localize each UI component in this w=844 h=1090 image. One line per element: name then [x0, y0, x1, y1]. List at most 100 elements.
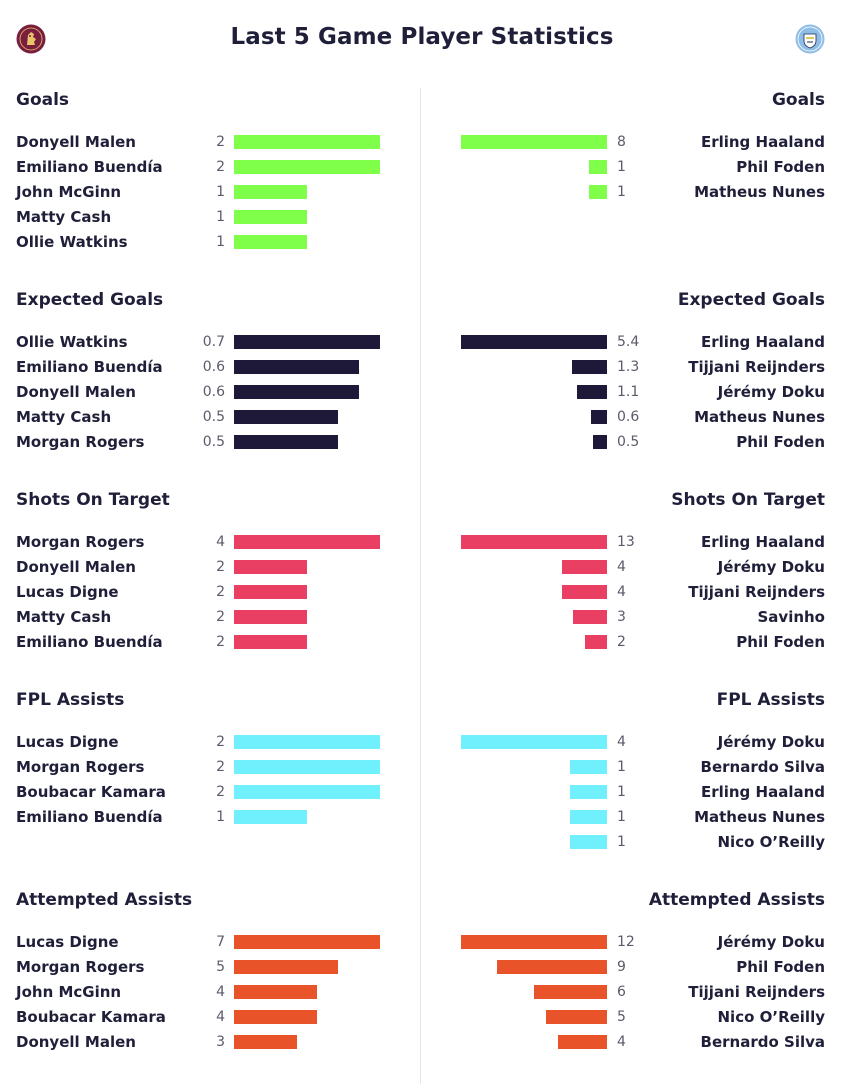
away-player-value: 1.3	[617, 359, 640, 375]
home-player-bar	[234, 735, 380, 749]
away-player-bar	[497, 960, 607, 974]
away-player-name: Tijjani Reijnders	[688, 583, 825, 601]
away-player-name: Bernardo Silva	[700, 758, 825, 776]
home-player-value: 2	[216, 584, 225, 600]
away-player-value: 4	[617, 559, 626, 575]
away-player-row: 1 Phil Foden	[0, 157, 844, 182]
away-player-row: 13 Erling Haaland	[0, 532, 844, 557]
away-player-row: 4 Jérémy Doku	[0, 557, 844, 582]
away-player-row: 1 Erling Haaland	[0, 782, 844, 807]
away-player-bar	[577, 385, 607, 399]
home-player-row: Matty Cash 2	[0, 607, 420, 632]
home-player-row: Emiliano Buendía 2	[0, 157, 420, 182]
home-player-row: Boubacar Kamara 2	[0, 782, 420, 807]
away-player-row: 1.1 Jérémy Doku	[0, 382, 844, 407]
home-player-row: Lucas Digne 2	[0, 582, 420, 607]
away-player-row: 12 Jérémy Doku	[0, 932, 844, 957]
home-player-name: Emiliano Buendía	[16, 633, 163, 651]
away-player-value: 13	[617, 534, 635, 550]
home-player-row: Donyell Malen 2	[0, 557, 420, 582]
away-player-value: 9	[617, 959, 626, 975]
home-player-row: Ollie Watkins 0.7	[0, 332, 420, 357]
home-player-bar	[234, 1010, 317, 1024]
stat-block-fpl-assists: FPL Assists FPL Assists Lucas Digne 2 Morgan…	[0, 690, 844, 890]
home-player-bar	[234, 360, 359, 374]
home-player-name: Donyell Malen	[16, 383, 136, 401]
away-player-bar	[461, 935, 607, 949]
away-player-name: Erling Haaland	[700, 133, 825, 151]
away-player-row: 6 Tijjani Reijnders	[0, 982, 844, 1007]
home-player-value: 4	[216, 984, 225, 1000]
away-player-name: Erling Haaland	[700, 333, 825, 351]
away-player-row: 1 Bernardo Silva	[0, 757, 844, 782]
away-player-bar	[461, 135, 607, 149]
home-stat-title: Shots On Target	[16, 490, 170, 510]
away-stat-title: Expected Goals	[677, 290, 825, 310]
away-player-bar	[570, 785, 607, 799]
home-player-name: Lucas Digne	[16, 583, 119, 601]
away-player-name: Erling Haaland	[700, 783, 825, 801]
away-player-bar	[591, 410, 607, 424]
away-player-row: 1 Matheus Nunes	[0, 182, 844, 207]
home-player-value: 3	[216, 1034, 225, 1050]
home-player-value: 0.6	[202, 384, 225, 400]
home-stat-title: Expected Goals	[16, 290, 164, 310]
home-player-bar	[234, 760, 380, 774]
away-player-name: Erling Haaland	[700, 533, 825, 551]
away-player-value: 4	[617, 734, 626, 750]
home-stat-title: Goals	[16, 90, 70, 110]
home-player-row: Donyell Malen 0.6	[0, 382, 420, 407]
away-player-name: Phil Foden	[736, 633, 825, 651]
home-player-value: 2	[216, 609, 225, 625]
header: Last 5 Game Player Statistics	[0, 0, 844, 80]
away-player-name: Tijjani Reijnders	[688, 358, 825, 376]
away-stat-title: Attempted Assists	[648, 890, 825, 910]
home-player-value: 1	[216, 809, 225, 825]
away-player-bar	[546, 1010, 607, 1024]
home-player-row: Lucas Digne 2	[0, 732, 420, 757]
away-player-name: Nico O’Reilly	[717, 1008, 826, 1026]
home-stat-title: FPL Assists	[16, 690, 125, 710]
home-player-bar	[234, 435, 338, 449]
home-player-bar	[234, 935, 380, 949]
away-player-row: 5 Nico O’Reilly	[0, 1007, 844, 1032]
home-player-name: Lucas Digne	[16, 733, 119, 751]
away-player-row: 3 Savinho	[0, 607, 844, 632]
home-player-value: 5	[216, 959, 225, 975]
away-player-bar	[562, 560, 607, 574]
home-player-name: Emiliano Buendía	[16, 808, 163, 826]
home-player-row: Emiliano Buendía 1	[0, 807, 420, 832]
away-player-bar	[534, 985, 607, 999]
away-player-row: 0.5 Phil Foden	[0, 432, 844, 457]
away-player-row: 2 Phil Foden	[0, 632, 844, 657]
home-player-value: 2	[216, 134, 225, 150]
away-player-row: 4 Jérémy Doku	[0, 732, 844, 757]
home-player-name: Morgan Rogers	[16, 533, 145, 551]
home-player-name: Morgan Rogers	[16, 758, 145, 776]
home-player-value: 7	[216, 934, 225, 950]
away-player-name: Matheus Nunes	[694, 408, 825, 426]
away-stat-title: Shots On Target	[671, 490, 825, 510]
stat-block-expected-goals: Expected Goals Expected Goals Ollie Watkin…	[0, 290, 844, 490]
home-player-row: Donyell Malen 3	[0, 1032, 420, 1057]
away-player-row: 1 Nico O’Reilly	[0, 832, 844, 857]
home-player-name: Ollie Watkins	[16, 333, 128, 351]
home-player-value: 0.5	[202, 434, 225, 450]
home-player-value: 1	[216, 184, 225, 200]
home-player-row: Matty Cash 1	[0, 207, 420, 232]
home-player-value: 0.6	[202, 359, 225, 375]
away-player-value: 12	[617, 934, 635, 950]
home-player-bar	[234, 785, 380, 799]
home-player-bar	[234, 810, 307, 824]
away-player-value: 4	[617, 584, 626, 600]
home-player-bar	[234, 535, 380, 549]
home-stat-title: Attempted Assists	[16, 890, 193, 910]
home-player-name: John McGinn	[16, 983, 122, 1001]
away-player-value: 1	[617, 184, 626, 200]
away-player-bar	[570, 835, 607, 849]
away-player-name: Nico O’Reilly	[717, 833, 826, 851]
stat-block-goals: Goals Goals Donyell Malen 2 Emiliano Buendía…	[0, 90, 844, 290]
away-player-name: Phil Foden	[736, 958, 825, 976]
home-player-name: John McGinn	[16, 183, 122, 201]
away-player-name: Matheus Nunes	[694, 808, 825, 826]
